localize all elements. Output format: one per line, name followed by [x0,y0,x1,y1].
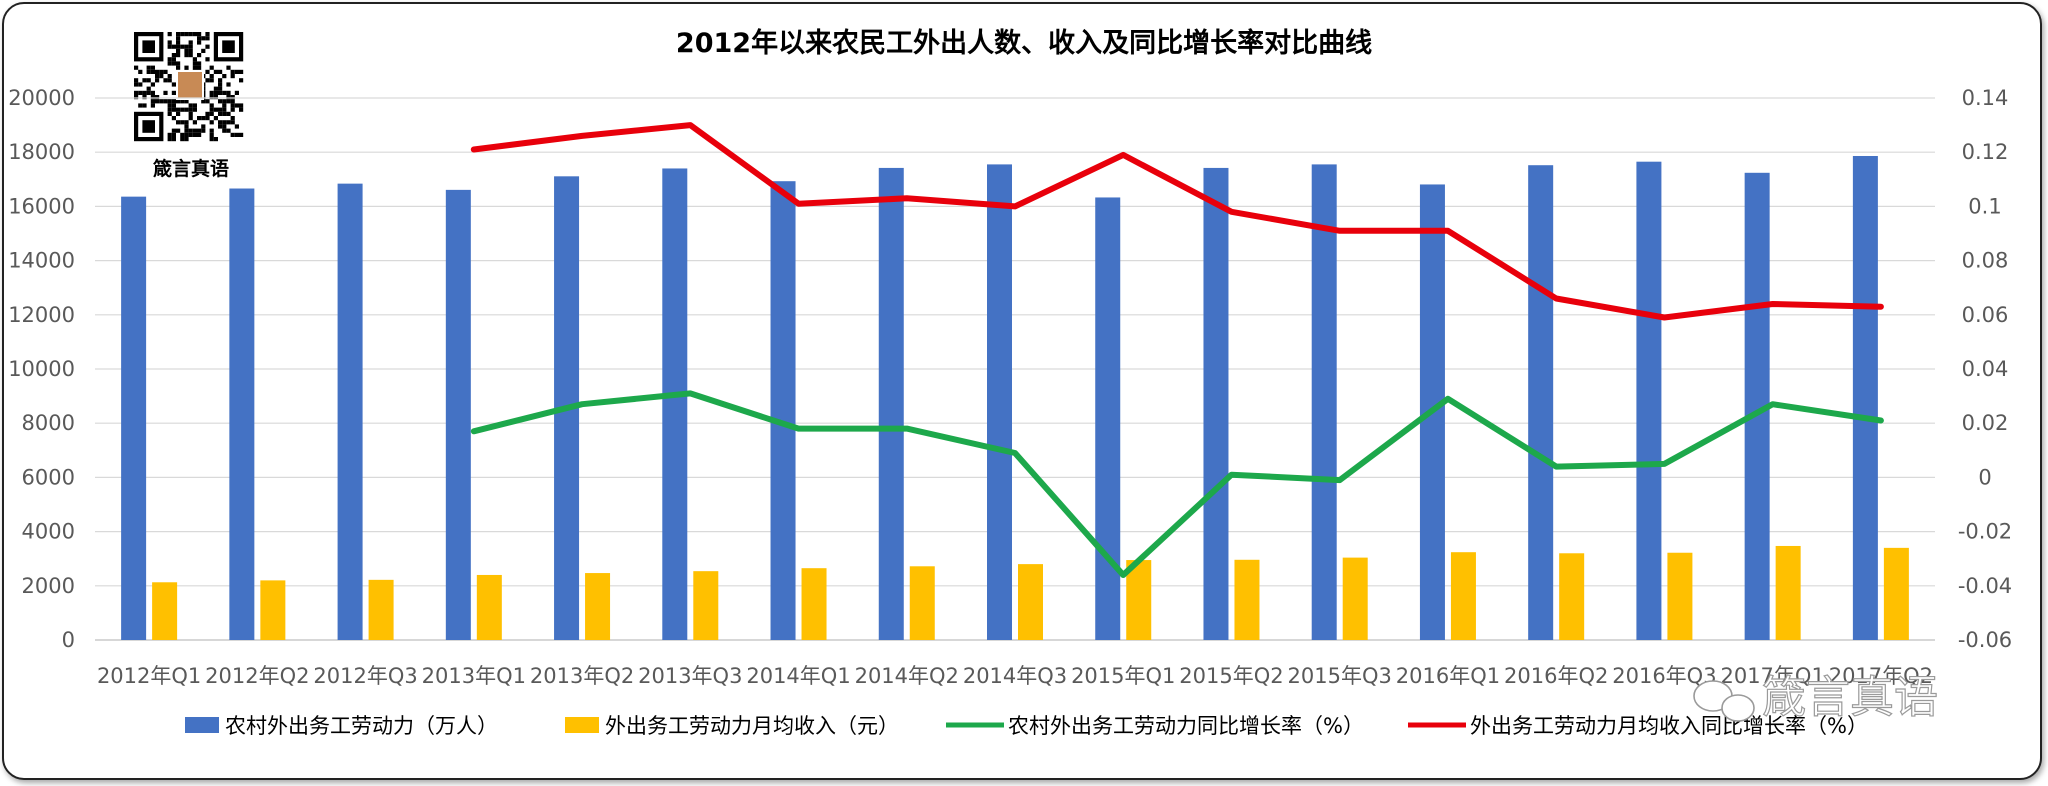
bar-workers [662,168,688,640]
bar-income [1018,564,1043,640]
x-tick-label: 2012年Q3 [313,664,417,688]
bar-income [1234,559,1260,640]
right-tick-label: 0.02 [1962,411,2009,435]
bar-income [1883,547,1909,640]
left-tick-label: 4000 [22,520,75,544]
right-tick-label: 0.08 [1962,249,2009,273]
right-tick-label: -0.02 [1958,520,2012,544]
left-tick-label: 8000 [22,411,75,435]
avatar [176,70,204,100]
line-workers-growth [470,390,1884,578]
right-tick-label: 0.04 [1962,357,2009,381]
legend-label: 农村外出务工劳动力（万人） [225,714,498,738]
right-tick-label: 0.06 [1962,303,2009,327]
gridlines [95,97,1935,641]
category-labels: 2012年Q1 2012年Q2 2012年Q3 2013年Q1 2013年Q2 2013年… [97,664,1933,688]
x-tick-label: 2017年Q2 [1829,664,1933,688]
bar-income [1667,552,1693,640]
left-tick-label: 18000 [8,140,75,164]
right-tick-label: 0 [1978,465,1991,489]
qr-code-logo [130,30,250,142]
right-axis-ticks: -0.06 -0.04 -0.02 0 0.02 0.04 0.06 0.08 0.1 0.12 0… [1958,86,2012,652]
bar-income [693,571,719,640]
bars [121,155,1909,641]
wechat-icon [1693,680,1755,722]
legend-marker [565,717,599,733]
bar-workers [878,167,904,640]
right-tick-label: -0.06 [1958,628,2012,652]
bar-workers [770,181,796,640]
bar-workers [337,183,363,641]
x-tick-label: 2014年Q3 [963,664,1067,688]
x-tick-label: 2013年Q3 [638,664,742,688]
x-tick-label: 2013年Q1 [422,664,526,688]
legend: 农村外出务工劳动力（万人） 外出务工劳动力月均收入（元） 农村外出务工劳动力同比增长… [185,714,1868,738]
watermark-text: 箴言真语 [1762,672,1938,723]
legend-marker [185,717,219,733]
bar-workers [1528,165,1554,640]
left-axis-ticks: 0 2000 4000 6000 8000 10000 12000 14000 16000 180… [8,86,75,652]
legend-label: 外出务工劳动力月均收入同比增长率（%） [1470,714,1868,738]
x-tick-label: 2012年Q2 [205,664,309,688]
right-tick-label: -0.04 [1958,574,2012,598]
left-tick-label: 12000 [8,303,75,327]
bar-workers [1095,197,1121,640]
bar-workers [445,189,471,640]
bar-workers [1311,164,1337,640]
left-tick-label: 0 [62,628,75,652]
x-tick-label: 2016年Q1 [1396,664,1500,688]
left-tick-label: 16000 [8,194,75,218]
x-tick-label: 2017年Q1 [1720,664,1824,688]
right-tick-label: 0.14 [1962,86,2009,110]
bar-income [801,568,827,640]
right-tick-label: 0.1 [1968,194,2001,218]
bar-workers [1203,167,1229,640]
x-tick-label: 2015年Q2 [1179,664,1283,688]
left-tick-label: 20000 [8,86,75,110]
x-tick-label: 2014年Q2 [855,664,959,688]
bar-income [1559,553,1585,640]
x-tick-label: 2012年Q1 [97,664,201,688]
line-income-growth [470,122,1884,321]
bar-income [152,582,178,640]
lines [470,122,1884,578]
left-tick-label: 10000 [8,357,75,381]
legend-label: 外出务工劳动力月均收入（元） [605,714,899,738]
chart-title: 2012年以来农民工外出人数、收入及同比增长率对比曲线 [676,27,1372,59]
left-tick-label: 6000 [22,465,75,489]
bar-workers [1636,161,1662,640]
bar-income [476,574,502,640]
x-tick-label: 2014年Q1 [746,664,850,688]
x-tick-label: 2015年Q3 [1288,664,1392,688]
bar-income [1126,560,1152,640]
bar-income [1450,552,1476,640]
bar-workers [987,164,1012,640]
x-tick-label: 2013年Q2 [530,664,634,688]
legend-label: 农村外出务工劳动力同比增长率（%） [1008,714,1364,738]
watermark: 箴言真语 [1693,671,1939,724]
bar-income [909,566,935,640]
left-tick-label: 2000 [22,574,75,598]
bar-income [260,580,286,640]
bar-income [1342,557,1368,640]
bar-income [1775,545,1801,640]
bar-workers [1852,155,1878,640]
right-tick-label: 0.12 [1962,140,2009,164]
bar-workers [121,196,147,641]
bar-income [585,573,611,640]
x-tick-label: 2015年Q1 [1071,664,1175,688]
bar-workers [229,188,255,640]
bar-income [368,579,394,640]
left-tick-label: 14000 [8,249,75,273]
x-tick-label: 2016年Q2 [1504,664,1608,688]
logo-caption: 箴言真语 [153,157,229,180]
x-tick-label: 2016年Q3 [1612,664,1716,688]
